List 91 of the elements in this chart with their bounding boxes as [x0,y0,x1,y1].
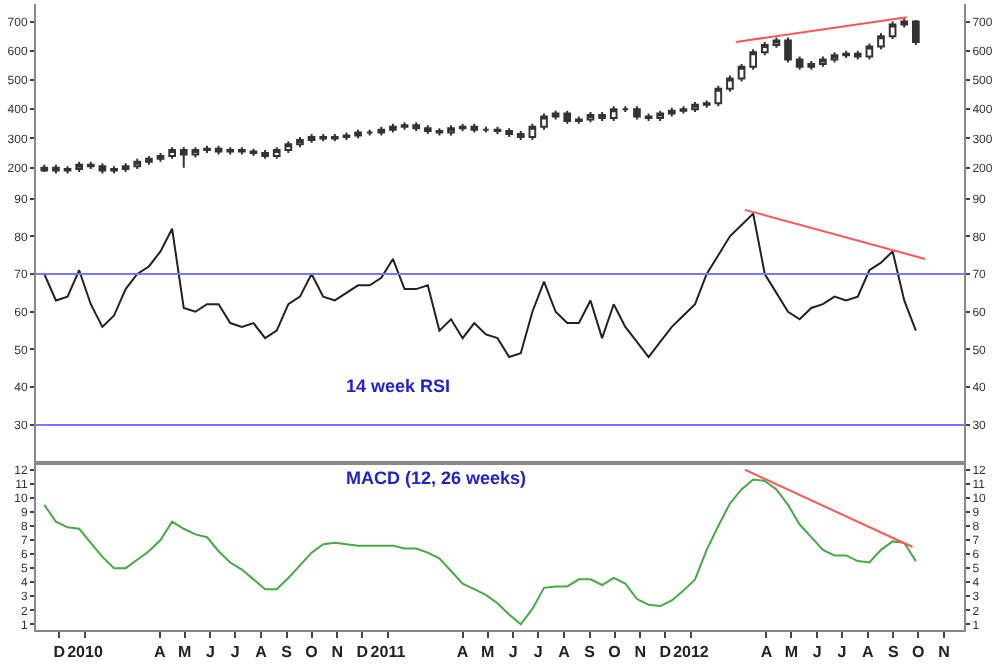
candlestick [865,42,874,61]
candlestick [214,144,223,156]
x-tick-label: A [760,643,773,662]
x-tick-label: A [153,643,166,662]
x-tick-label: O [608,643,621,662]
x-tick-label: S [584,643,597,662]
candlestick [482,125,490,134]
candlestick [40,163,49,174]
x-tick-label: J [508,643,518,662]
x-tick-label: N [331,643,344,662]
candlestick [226,146,235,156]
candlestick [528,122,537,141]
x-tick-label: M [784,643,799,662]
x-tick-label: N [634,643,647,662]
candlestick [912,19,920,46]
candlestick [203,144,211,155]
x-tick-label: D [659,643,672,662]
candlestick [563,109,572,125]
candlestick [656,109,665,122]
x-tick-label: A [861,643,874,662]
candlestick [377,125,386,137]
candlestick [737,62,746,83]
candlestick [63,165,72,175]
candlestick [516,130,525,141]
x-tick-label: O [305,643,318,662]
x-tick-label: A [558,643,571,662]
x-tick-label: 2011 [370,643,407,662]
candlestick [551,109,560,121]
candlestick [238,146,246,156]
candlestick [447,124,455,137]
candlestick [877,32,885,51]
candlestick [609,105,618,122]
x-tick-label: S [888,643,901,662]
candlestick [726,74,734,93]
candlestick [179,146,188,169]
candlestick [330,133,339,143]
candlestick [679,105,688,115]
candlestick [110,165,118,175]
candlestick [784,36,792,64]
candlestick [412,121,421,133]
candlestick [667,106,676,118]
candlestick [830,51,839,64]
x-tick-label: J [837,643,847,662]
candlestick [575,115,583,125]
candlestick [435,127,444,137]
candlestick [75,160,83,174]
x-tick-label: O [912,643,925,662]
x-tick-label: D [53,643,66,662]
candlestick [423,124,432,136]
candlestick [354,128,362,140]
candlestick [261,149,269,160]
candlestick [145,154,153,166]
candlestick [296,135,304,149]
candlestick [86,160,95,171]
candlestick [365,128,374,137]
candlestick [319,133,328,143]
x-tick-label: 2012 [673,643,710,662]
x-tick-label: M [177,643,192,662]
x-tick-label: J [205,643,215,662]
x-tick-label: M [480,643,495,662]
candlestick [505,127,513,138]
x-tick-label: A [456,643,469,662]
x-tick-label: J [812,643,822,662]
candlestick [400,121,409,131]
annotation: 14 week RSI [346,376,451,396]
line-series [43,212,917,359]
candlestick [98,162,107,175]
candlestick [621,105,630,114]
candlestick [819,55,827,68]
x-tick-label: J [533,643,543,662]
candlestick [52,163,60,175]
candlestick [888,20,897,41]
candlestick [853,49,862,61]
candlestick [842,49,850,60]
annotation: MACD (12, 26 weeks) [346,468,527,488]
candlestick [307,133,316,144]
x-tick-label: S [281,643,294,662]
x-tick-label: A [255,643,268,662]
candlestick [760,40,769,57]
x-tick-label: D [356,643,369,662]
x-tick-label: J [230,643,240,662]
candlestick [168,146,176,160]
candlestick [633,105,641,121]
x-tick-label: 2010 [67,643,104,662]
x-tick-label: N [938,643,951,662]
candlestick [691,100,699,114]
candlestick [598,111,606,122]
candlestick [156,152,165,163]
candlestick [749,48,758,71]
candlestick [389,122,397,134]
candlestick [540,112,548,131]
